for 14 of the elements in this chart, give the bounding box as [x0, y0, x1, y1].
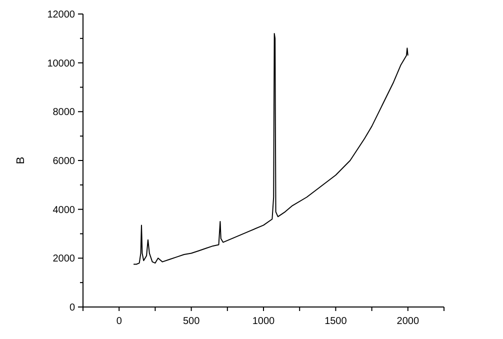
y-tick-label: 12000: [47, 10, 76, 20]
x-tick-label: 1000: [252, 316, 276, 327]
y-tick-label: 6000: [52, 156, 76, 167]
x-tick-label: 1500: [324, 316, 348, 327]
y-tick-label: 4000: [52, 204, 76, 216]
x-tick-label: 500: [182, 316, 200, 327]
line-series: [133, 33, 408, 265]
x-tick-label: 2000: [396, 316, 420, 327]
y-tick-label: 0: [69, 302, 76, 314]
y-tick-label: 2000: [52, 254, 76, 265]
x-tick-label: 0: [116, 316, 122, 327]
y-tick-label: 8000: [52, 107, 76, 118]
y-axis-title: B: [15, 156, 27, 164]
y-tick-label: 10000: [47, 58, 76, 70]
